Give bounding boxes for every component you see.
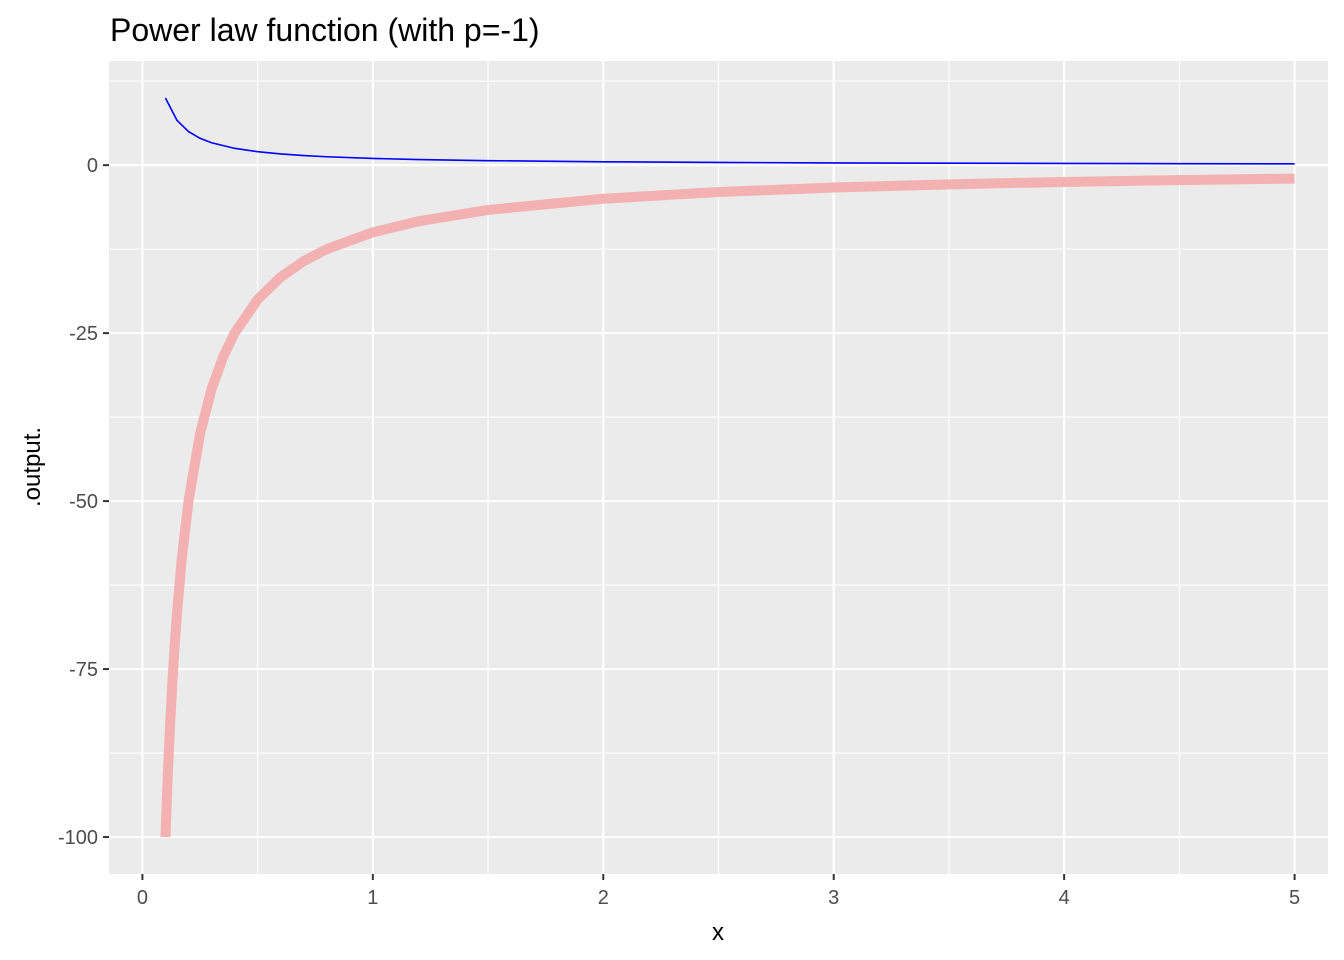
chart-title: Power law function (with p=-1) (110, 12, 540, 48)
y-tick-label-1: -75 (69, 659, 98, 681)
y-tick-label-3: -25 (69, 323, 98, 345)
y-axis-title: .output. (19, 427, 46, 507)
series-layer (160, 97, 1295, 838)
series-line-1 (160, 173, 1295, 838)
y-axis: -100 -75 -50 -25 0 (58, 155, 109, 849)
x-tick-label-0: 0 (137, 887, 148, 909)
major-gridlines (109, 61, 1328, 874)
x-tick-label-1: 1 (367, 887, 378, 909)
x-tick-label-2: 2 (598, 887, 609, 909)
x-axis-title: x (712, 919, 724, 946)
x-tick-label-5: 5 (1289, 887, 1300, 909)
series-line-0 (164, 97, 1295, 165)
x-tick-label-4: 4 (1059, 887, 1070, 909)
y-tick-label-4: 0 (87, 155, 98, 177)
y-tick-label-2: -50 (69, 491, 98, 513)
x-tick-label-3: 3 (828, 887, 839, 909)
x-axis: 0 1 2 3 4 5 (137, 874, 1300, 909)
y-tick-label-0: -100 (58, 827, 98, 849)
